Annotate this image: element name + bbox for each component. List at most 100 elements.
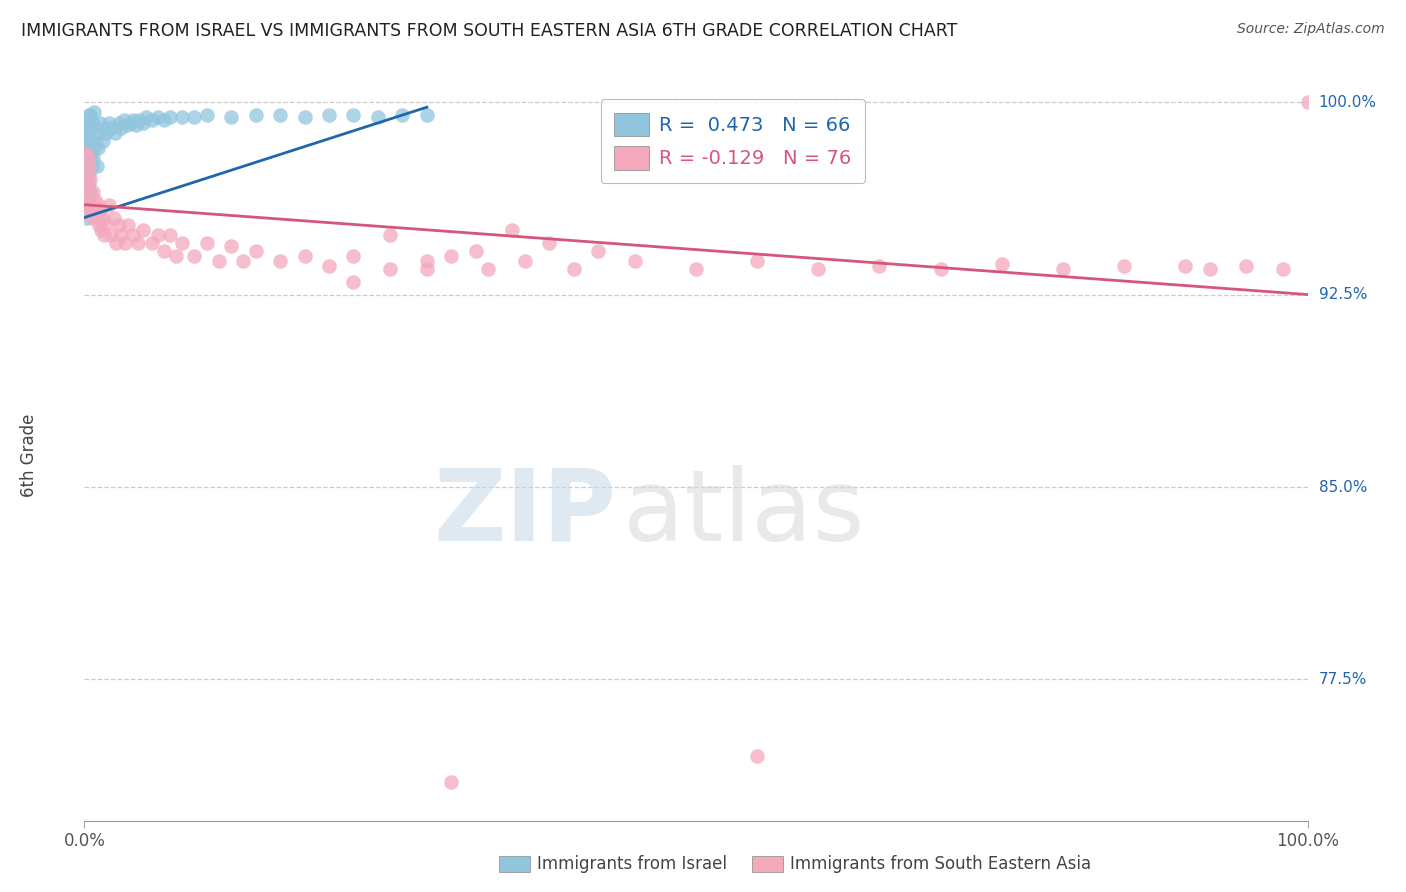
Text: 6th Grade: 6th Grade [20,413,38,497]
Point [269,108,291,122]
Point [77,177,100,191]
Point [747,749,769,764]
Point [195,236,218,251]
Point [77,177,100,191]
Point [110,120,132,135]
Point [107,218,129,232]
Point [127,236,149,251]
Point [208,254,231,268]
Point [1114,260,1136,274]
Point [747,254,769,268]
Point [991,257,1014,271]
Point [100,120,122,135]
Point [97,115,120,129]
Point [141,113,163,128]
Point [73,159,96,173]
Legend: R =  0.473   N = 66, R = -0.129   N = 76: R = 0.473 N = 66, R = -0.129 N = 76 [600,99,865,184]
Point [79,152,101,166]
Point [245,244,267,258]
Point [342,249,364,263]
Point [79,172,101,186]
Point [96,126,118,140]
Point [83,141,105,155]
Point [77,159,100,173]
Point [76,167,98,181]
Point [125,118,148,132]
Point [929,261,952,276]
Point [153,244,176,258]
Point [562,261,585,276]
Point [128,113,150,128]
Point [79,185,101,199]
Point [120,115,142,129]
Point [685,261,707,276]
Point [91,134,114,148]
Point [87,126,110,140]
Text: 85.0%: 85.0% [1319,480,1367,494]
Text: 100.0%: 100.0% [1319,95,1376,110]
Point [112,113,135,128]
Point [91,211,114,225]
Point [318,108,340,122]
Point [232,254,254,268]
Point [79,193,101,207]
Point [83,105,105,120]
Point [76,211,98,225]
Point [77,152,100,166]
Point [93,228,115,243]
Point [294,111,316,125]
Point [114,236,136,251]
Point [1236,260,1258,274]
Point [1174,260,1197,274]
Point [502,223,524,237]
Point [342,275,364,289]
Point [1272,261,1295,276]
Text: Immigrants from South Eastern Asia: Immigrants from South Eastern Asia [790,855,1091,873]
Point [245,108,267,122]
Point [586,244,609,258]
Point [82,152,104,166]
Point [77,159,100,173]
Point [146,228,169,243]
Point [122,113,145,128]
Point [76,177,98,191]
Point [77,141,100,155]
Text: Immigrants from Israel: Immigrants from Israel [537,855,727,873]
Point [807,261,830,276]
Point [82,115,104,129]
Point [76,159,98,173]
Point [100,228,122,243]
Point [219,111,242,125]
Point [219,239,242,253]
Point [440,249,463,263]
Point [75,185,97,199]
Point [87,218,110,232]
Point [122,228,145,243]
Point [115,118,138,132]
Point [75,134,97,148]
Point [342,108,364,122]
Point [183,249,205,263]
Point [75,185,97,199]
Point [477,261,499,276]
Point [153,113,176,128]
Point [110,228,132,243]
Point [294,249,316,263]
Point [103,211,125,225]
Point [76,167,98,181]
Point [1052,261,1074,276]
Point [107,115,129,129]
Point [105,236,128,251]
Point [82,185,104,199]
Point [104,126,127,140]
Point [97,197,120,211]
Point [84,193,107,207]
Point [380,228,402,243]
Point [165,249,187,263]
Point [77,167,100,181]
Point [132,223,155,237]
Point [1296,95,1319,109]
Point [869,260,891,274]
Point [86,159,108,173]
Point [440,775,463,789]
